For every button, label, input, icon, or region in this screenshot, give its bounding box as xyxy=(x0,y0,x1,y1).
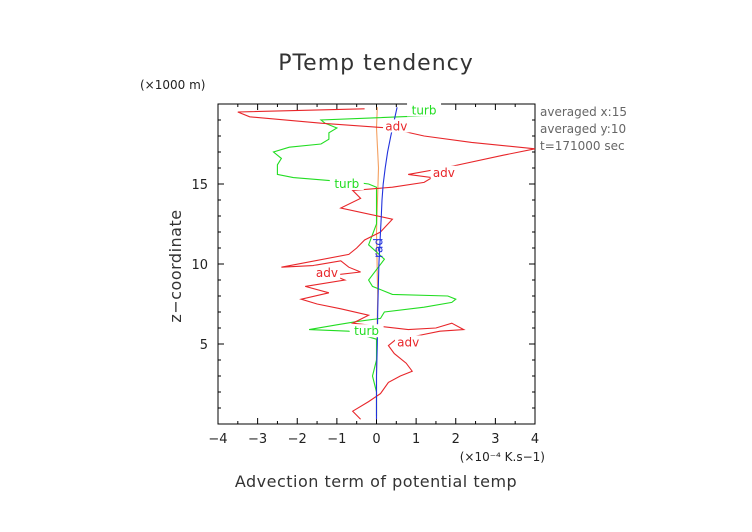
x-tick-label: 2 xyxy=(452,432,460,447)
annotation-line: averaged x:15 xyxy=(540,105,627,119)
series-label-bg xyxy=(407,103,442,117)
series-line-rad xyxy=(375,107,398,420)
x-tick-label: −4 xyxy=(208,432,227,447)
x-axis-unit: (×10⁻⁴ K.s−1) xyxy=(460,450,545,464)
series-label-rad: rad xyxy=(371,238,385,258)
annotation-line: t=171000 sec xyxy=(540,139,625,153)
y-axis-unit: (×1000 m) xyxy=(140,78,205,92)
series-label-bg xyxy=(430,165,458,179)
annotations: averaged x:15 averaged y:10 t=171000 sec xyxy=(540,105,627,153)
series-label-adv: adv xyxy=(385,119,407,133)
series-label-bg xyxy=(313,265,341,279)
series-label-turb: turb xyxy=(412,103,437,117)
series-label-bg xyxy=(394,335,422,349)
series-line-turb xyxy=(272,106,457,416)
x-tick-label: −2 xyxy=(288,432,307,447)
series-label-adv: adv xyxy=(433,166,455,180)
x-axis-label: Advection term of potential temp xyxy=(235,472,517,491)
y-tick-label: 5 xyxy=(200,338,208,353)
x-tick-label: 4 xyxy=(531,432,539,447)
series-label-bg xyxy=(349,324,384,338)
x-tick-label: 1 xyxy=(412,432,420,447)
x-tick-label: 3 xyxy=(491,432,499,447)
x-tick-label: −3 xyxy=(248,432,267,447)
series-label-turb: turb xyxy=(334,177,359,191)
series-line-adv xyxy=(237,108,536,420)
y-tick-label: 10 xyxy=(191,258,208,273)
annotation-line: averaged y:10 xyxy=(540,122,626,136)
series-label-adv: adv xyxy=(397,335,419,349)
x-tick-label: 0 xyxy=(372,432,380,447)
series-label-adv: adv xyxy=(316,266,338,280)
plot-area: −4 −3 −2 −1 0 1 2 3 451015advadvadvadvturbturbtu… xyxy=(191,103,539,447)
y-tick-label: 15 xyxy=(191,178,208,193)
series-label-bg xyxy=(383,119,410,133)
series-label-bg xyxy=(329,177,364,190)
x-tick-label: −1 xyxy=(327,432,346,447)
y-axis-label: z−coordinate xyxy=(166,209,185,322)
series-label-turb: turb xyxy=(354,324,379,338)
chart-title: PTemp tendency xyxy=(278,51,474,76)
